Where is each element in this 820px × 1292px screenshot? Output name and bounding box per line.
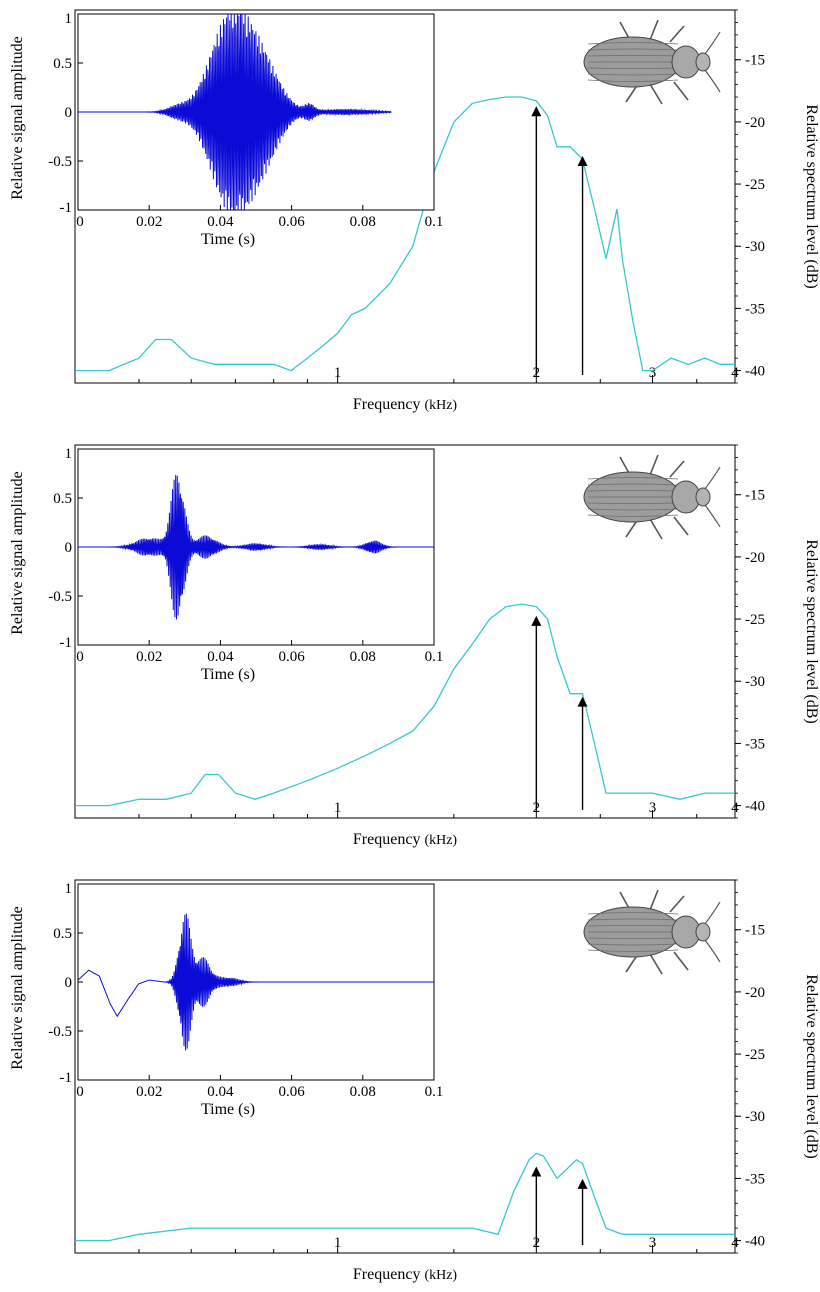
- inset-x-tick-label: 0.02: [136, 214, 162, 230]
- inset-y-tick-label: 0: [65, 540, 73, 556]
- inset-x-tick-label: 0.1: [425, 1084, 444, 1100]
- inset-y-tick-label: 0: [65, 975, 73, 991]
- x-tick-label: 3: [649, 1235, 657, 1251]
- y-tick-label: -25: [745, 612, 765, 628]
- y-axis-label: Relative spectrum level (dB): [803, 104, 820, 288]
- inset-x-tick-label: 0: [76, 214, 84, 230]
- waveform-line: [77, 913, 434, 1051]
- inset-y-tick-label: 0.5: [53, 491, 72, 507]
- waveform-line: [78, 13, 392, 211]
- inset-y-tick-label: 1: [65, 881, 73, 897]
- y-axis-label: Relative spectrum level (dB): [803, 539, 820, 723]
- inset-x-axis-label: Time (s): [201, 1101, 255, 1118]
- inset-y-tick-label: -0.5: [48, 154, 72, 170]
- peak-arrow-head: [577, 696, 588, 707]
- inset-y-tick-label: 1: [65, 446, 73, 462]
- y-tick-label: -20: [745, 985, 765, 1001]
- inset-y-axis-label: Relative signal amplitude: [9, 471, 26, 635]
- beetle-icon: [583, 889, 721, 975]
- inset-y-tick-label: -1: [60, 200, 73, 216]
- spectrum-line: [75, 1152, 735, 1242]
- y-tick-label: -30: [745, 1109, 765, 1125]
- x-tick-label: 1: [334, 1235, 342, 1251]
- inset-x-tick-label: 0.06: [278, 214, 305, 230]
- spectrum-line: [75, 603, 735, 807]
- y-tick-label: -20: [745, 550, 765, 566]
- inset-y-tick-label: -1: [60, 635, 73, 651]
- beetle-icon: [583, 19, 721, 105]
- x-axis-label: Frequency (kHz): [353, 831, 458, 848]
- peak-arrow-head: [531, 615, 542, 626]
- y-tick-label: -25: [745, 177, 765, 193]
- inset-x-tick-label: 0.08: [350, 214, 376, 230]
- inset-y-tick-label: 0.5: [53, 926, 72, 942]
- x-tick-label: 1: [334, 365, 342, 381]
- y-tick-label: -15: [745, 923, 765, 939]
- inset-x-tick-label: 0.04: [207, 649, 234, 665]
- inset-x-tick-label: 0.04: [207, 1084, 234, 1100]
- inset-x-tick-label: 0.06: [278, 1084, 305, 1100]
- peak-arrow-head: [531, 1166, 542, 1177]
- inset-y-tick-label: 1: [65, 11, 73, 27]
- beetle-icon: [583, 454, 721, 540]
- x-axis-label: Frequency (kHz): [353, 1266, 458, 1283]
- inset-y-tick-label: -0.5: [48, 1024, 72, 1040]
- x-tick-label: 1: [334, 800, 342, 816]
- x-tick-label: 3: [649, 365, 657, 381]
- peak-arrow-head: [531, 106, 542, 117]
- inset-y-axis-label: Relative signal amplitude: [9, 906, 26, 1070]
- peak-arrow-head: [577, 155, 588, 166]
- peak-arrow-head: [577, 1178, 588, 1189]
- y-tick-label: -25: [745, 1047, 765, 1063]
- inset-y-tick-label: 0: [65, 105, 73, 121]
- inset-y-tick-label: 0.5: [53, 56, 72, 72]
- inset-x-tick-label: 0.1: [425, 214, 444, 230]
- inset-x-tick-label: 0: [76, 649, 84, 665]
- inset-x-tick-label: 0.06: [278, 649, 305, 665]
- inset-x-tick-label: 0.02: [136, 649, 162, 665]
- inset-x-tick-label: 0.08: [350, 1084, 376, 1100]
- spectrum-line: [75, 96, 735, 372]
- y-tick-label: -30: [745, 674, 765, 690]
- y-tick-label: -40: [745, 1234, 765, 1250]
- inset-x-tick-label: 0: [76, 1084, 84, 1100]
- inset-y-tick-label: -1: [60, 1070, 73, 1086]
- inset-x-axis-label: Time (s): [201, 666, 255, 683]
- x-tick-label: 4: [731, 365, 739, 381]
- x-tick-label: 3: [649, 800, 657, 816]
- inset-x-tick-label: 0.04: [207, 214, 234, 230]
- x-tick-label: 4: [731, 800, 739, 816]
- y-tick-label: -35: [745, 301, 765, 317]
- y-tick-label: -40: [745, 799, 765, 815]
- y-tick-label: -15: [745, 53, 765, 69]
- inset-x-tick-label: 0.02: [136, 1084, 162, 1100]
- inset-x-tick-label: 0.08: [350, 649, 376, 665]
- waveform-line: [78, 474, 434, 620]
- y-tick-label: -20: [745, 115, 765, 131]
- y-tick-label: -15: [745, 488, 765, 504]
- inset-x-tick-label: 0.1: [425, 649, 444, 665]
- y-axis-label: Relative spectrum level (dB): [803, 974, 820, 1158]
- x-axis-label: Frequency (kHz): [353, 396, 458, 413]
- y-tick-label: -35: [745, 736, 765, 752]
- y-tick-label: -30: [745, 239, 765, 255]
- inset-y-tick-label: -0.5: [48, 589, 72, 605]
- x-tick-label: 4: [731, 1235, 739, 1251]
- y-tick-label: -40: [745, 364, 765, 380]
- inset-x-axis-label: Time (s): [201, 231, 255, 248]
- inset-y-axis-label: Relative signal amplitude: [9, 36, 26, 200]
- y-tick-label: -35: [745, 1171, 765, 1187]
